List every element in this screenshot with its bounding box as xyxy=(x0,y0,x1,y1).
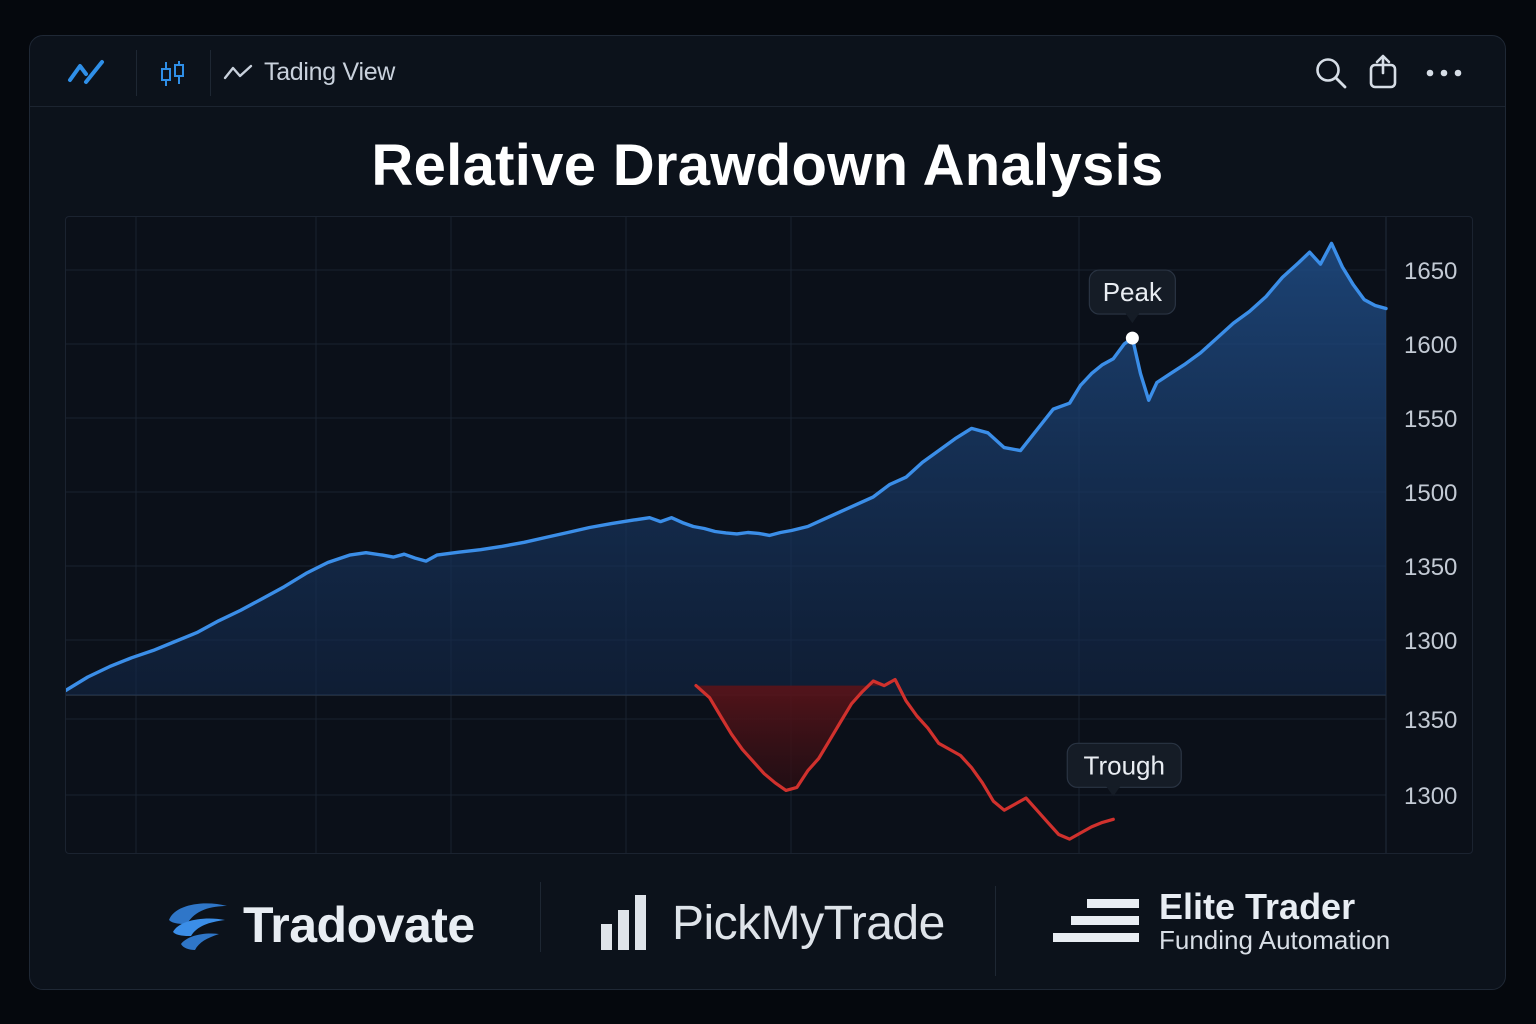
y-tick-label: 1350 xyxy=(1404,554,1457,581)
bar-chart-logo-icon xyxy=(601,895,646,950)
y-tick-label: 1300 xyxy=(1404,628,1457,655)
trough-annotation: Trough xyxy=(1066,742,1182,797)
brand-tradovate: Tradovate xyxy=(165,896,475,954)
app-logo-icon[interactable] xyxy=(66,58,110,88)
share-icon[interactable] xyxy=(1368,54,1398,90)
y-tick-label: 1300 xyxy=(1404,783,1457,810)
annotation-pointer xyxy=(1106,786,1121,797)
brand-subtitle-elite-trader: Funding Automation xyxy=(1159,925,1391,955)
chart-title: Relative Drawdown Analysis xyxy=(371,133,1164,198)
brand-elite-trader: Elite Trader Funding Automation xyxy=(1053,888,1390,954)
drawdown-area xyxy=(696,681,885,791)
annotation-label: Trough xyxy=(1084,750,1165,780)
y-tick-label: 1350 xyxy=(1404,707,1457,734)
brand-name-pickmytrade: PickMyTrade xyxy=(672,896,945,950)
app-title: Tading View xyxy=(264,58,396,86)
toolbar-divider xyxy=(136,50,137,96)
brand-name-tradovate: Tradovate xyxy=(243,897,475,953)
search-icon[interactable] xyxy=(1314,56,1348,90)
tradovate-logo-icon xyxy=(169,903,227,950)
y-tick-label: 1500 xyxy=(1404,480,1457,507)
y-tick-label: 1650 xyxy=(1404,258,1457,285)
partner-logos: Tradovate PickMyTrade Elite Trader Fundi… xyxy=(30,866,1505,989)
app-window: Tading View Relative Drawdown Analysis xyxy=(29,35,1506,990)
footer-divider xyxy=(995,886,996,976)
y-tick-label: 1600 xyxy=(1404,332,1457,359)
brand-name-elite-trader: Elite Trader xyxy=(1159,886,1356,927)
peak-marker xyxy=(1125,331,1139,345)
brand-pickmytrade: PickMyTrade xyxy=(600,894,945,952)
more-icon[interactable] xyxy=(1425,66,1465,80)
toolbar-divider xyxy=(210,50,211,96)
equity-line xyxy=(66,241,1388,692)
stacked-bars-logo-icon xyxy=(1053,899,1139,942)
y-tick-label: 1550 xyxy=(1404,406,1457,433)
footer-divider xyxy=(540,882,541,952)
toolbar: Tading View xyxy=(30,36,1505,107)
chart-plot-area: 1650 1600 1550 1500 1350 1300 1350 1300 Peak Tro… xyxy=(65,216,1473,854)
line-chart-icon[interactable] xyxy=(223,62,253,84)
equity-area xyxy=(66,243,1386,695)
annotation-box xyxy=(1066,742,1182,788)
annotation-label: Peak xyxy=(1103,277,1163,307)
chart-svg: 1650 1600 1550 1500 1350 1300 1350 1300 Peak Tro… xyxy=(66,217,1457,853)
peak-annotation: Peak xyxy=(1088,269,1176,345)
drawdown-line xyxy=(694,677,1115,841)
candlestick-icon[interactable] xyxy=(158,60,188,88)
annotation-pointer xyxy=(1125,313,1140,324)
